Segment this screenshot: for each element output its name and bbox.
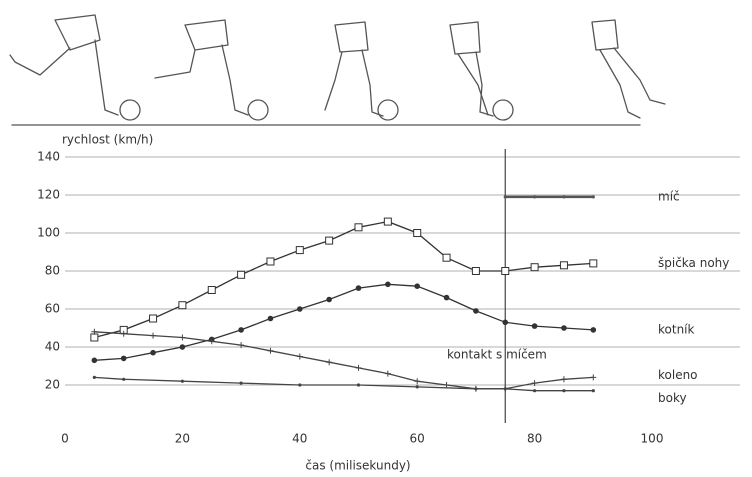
y-tick-label: 100 <box>37 226 60 240</box>
marker <box>502 320 508 326</box>
x-tick-label: 40 <box>292 432 307 446</box>
marker <box>414 283 420 289</box>
marker <box>592 389 595 392</box>
marker <box>326 297 332 303</box>
y-tick-label: 60 <box>45 302 60 316</box>
legend-label: kotník <box>658 322 695 336</box>
y-axis-label: rychlost (km/h) <box>62 133 153 147</box>
marker <box>473 308 479 314</box>
marker <box>416 385 419 388</box>
marker <box>297 354 303 360</box>
x-tick-label: 80 <box>527 432 542 446</box>
marker <box>180 344 186 350</box>
marker <box>238 271 245 278</box>
marker <box>297 306 303 312</box>
marker <box>179 302 186 309</box>
marker <box>357 383 360 386</box>
marker <box>356 365 362 371</box>
marker <box>384 218 391 225</box>
marker <box>444 295 450 301</box>
leg-sketch-5 <box>592 20 665 118</box>
x-tick-label: 20 <box>175 432 190 446</box>
y-tick-label: 20 <box>45 378 60 392</box>
marker <box>181 380 184 383</box>
chart: rychlost (km/h) čas (milisekundy) kontak… <box>0 0 752 477</box>
leg-sketch-2 <box>155 20 268 120</box>
x-tick-label: 0 <box>61 432 69 446</box>
marker <box>385 371 391 377</box>
legend-label: špička nohy <box>658 256 729 270</box>
series-line <box>94 377 593 390</box>
marker <box>267 348 273 354</box>
y-tick-label: 140 <box>37 150 60 164</box>
marker <box>238 327 244 333</box>
leg-sketch-4 <box>450 22 513 120</box>
marker <box>92 358 98 364</box>
marker <box>150 350 156 356</box>
x-tick-label: 100 <box>641 432 664 446</box>
illustration <box>10 15 665 125</box>
x-axis-label: čas (milisekundy) <box>305 459 410 473</box>
leg-sketch-1 <box>10 15 140 120</box>
marker <box>531 264 538 271</box>
leg-sketch-3 <box>325 22 398 120</box>
marker <box>121 356 127 362</box>
marker <box>591 327 597 333</box>
series-line <box>94 222 593 338</box>
y-tick-label: 40 <box>45 340 60 354</box>
marker <box>296 247 303 254</box>
marker <box>474 387 477 390</box>
marker <box>504 195 507 198</box>
marker <box>326 359 332 365</box>
marker <box>298 383 301 386</box>
marker <box>444 382 450 388</box>
marker <box>533 195 536 198</box>
annotation: kontakt s míčem <box>447 348 547 362</box>
marker <box>355 224 362 231</box>
marker <box>590 374 596 380</box>
marker <box>504 387 507 390</box>
marker <box>472 268 479 275</box>
marker <box>532 323 538 329</box>
marker <box>562 195 565 198</box>
marker <box>179 335 185 341</box>
marker <box>414 230 421 237</box>
marker <box>561 376 567 382</box>
legend-label: míč <box>658 189 680 203</box>
marker <box>122 378 125 381</box>
marker <box>150 333 156 339</box>
marker <box>560 262 567 269</box>
marker <box>268 316 274 322</box>
x-tick-label: 60 <box>410 432 425 446</box>
y-tick-label: 120 <box>37 188 60 202</box>
marker <box>240 382 243 385</box>
marker <box>385 282 391 288</box>
marker <box>562 389 565 392</box>
marker <box>443 254 450 261</box>
legend-label: koleno <box>658 368 698 382</box>
marker <box>533 389 536 392</box>
marker <box>150 315 157 322</box>
marker <box>326 237 333 244</box>
marker <box>356 285 362 291</box>
marker <box>208 287 215 294</box>
marker <box>590 260 597 267</box>
marker <box>91 334 98 341</box>
marker <box>561 325 567 331</box>
marker <box>592 195 595 198</box>
legend-label: boky <box>658 391 687 405</box>
marker <box>93 376 96 379</box>
marker <box>414 378 420 384</box>
marker <box>267 258 274 265</box>
marker <box>502 268 509 275</box>
y-tick-label: 80 <box>45 264 60 278</box>
